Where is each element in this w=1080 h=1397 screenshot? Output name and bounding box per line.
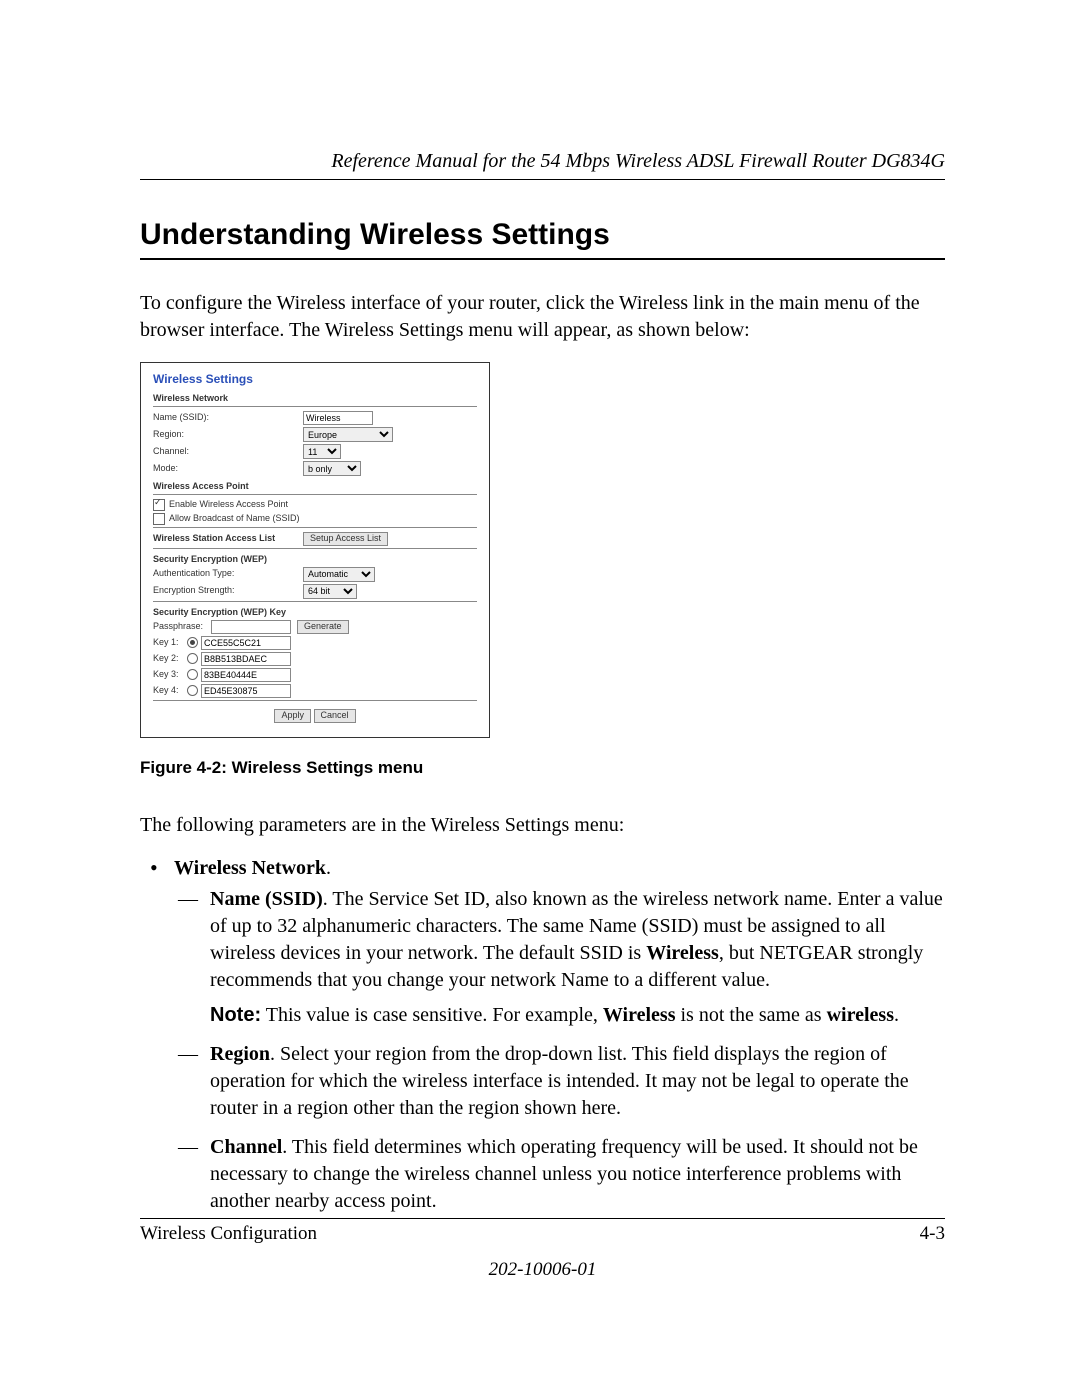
broadcast-label: Allow Broadcast of Name (SSID) <box>169 514 300 524</box>
panel-title: Wireless Settings <box>153 373 477 386</box>
key4-radio[interactable] <box>187 685 198 696</box>
cancel-button[interactable]: Cancel <box>314 709 356 723</box>
enable-ap-checkbox[interactable] <box>153 499 165 511</box>
ssid-label: Name (SSID): <box>153 413 303 423</box>
section-access-point: Wireless Access Point <box>153 482 477 492</box>
passphrase-label: Passphrase: <box>153 622 211 632</box>
enc-strength-label: Encryption Strength: <box>153 586 303 596</box>
footer-section: Wireless Configuration <box>140 1223 317 1245</box>
header-rule <box>140 179 945 180</box>
running-header: Reference Manual for the 54 Mbps Wireles… <box>140 150 945 173</box>
key2-input[interactable] <box>201 652 291 666</box>
key3-radio[interactable] <box>187 669 198 680</box>
sub-channel: Channel. This field determines which ope… <box>174 1134 945 1215</box>
section-rule <box>153 700 477 701</box>
generate-button[interactable]: Generate <box>297 620 349 634</box>
footer-rule <box>140 1218 945 1219</box>
key2-radio[interactable] <box>187 653 198 664</box>
section-wireless-network: Wireless Network <box>153 394 477 404</box>
section-rule <box>153 406 477 407</box>
wireless-settings-screenshot: Wireless Settings Wireless Network Name … <box>140 362 490 738</box>
ssid-input[interactable] <box>303 411 373 425</box>
key1-radio[interactable] <box>187 637 198 648</box>
page-title: Understanding Wireless Settings <box>140 218 945 252</box>
params-intro: The following parameters are in the Wire… <box>140 812 945 839</box>
enc-strength-select[interactable]: 64 bit <box>303 584 357 599</box>
setup-access-list-button[interactable]: Setup Access List <box>303 532 388 546</box>
auth-type-select[interactable]: Automatic <box>303 567 375 582</box>
section-station-list: Wireless Station Access List <box>153 534 303 544</box>
channel-label: Channel: <box>153 447 303 457</box>
broadcast-checkbox[interactable] <box>153 513 165 525</box>
intro-paragraph: To configure the Wireless interface of y… <box>140 290 945 344</box>
auth-type-label: Authentication Type: <box>153 569 303 579</box>
key4-input[interactable] <box>201 684 291 698</box>
region-select[interactable]: Europe <box>303 427 393 442</box>
section-wep-key: Security Encryption (WEP) Key <box>153 608 477 618</box>
sub-ssid: Name (SSID). The Service Set ID, also kn… <box>174 886 945 1029</box>
section-rule <box>153 548 477 549</box>
section-rule <box>153 601 477 602</box>
channel-select[interactable]: 11 <box>303 444 341 459</box>
mode-select[interactable]: b only <box>303 461 361 476</box>
key1-label: Key 1: <box>153 638 187 648</box>
mode-label: Mode: <box>153 464 303 474</box>
sub-region: Region. Select your region from the drop… <box>174 1041 945 1122</box>
key3-label: Key 3: <box>153 670 187 680</box>
figure-caption: Figure 4-2: Wireless Settings menu <box>140 758 945 778</box>
key1-input[interactable] <box>201 636 291 650</box>
region-label: Region: <box>153 430 303 440</box>
key2-label: Key 2: <box>153 654 187 664</box>
passphrase-input[interactable] <box>211 620 291 634</box>
section-rule <box>153 527 477 528</box>
section-wep: Security Encryption (WEP) <box>153 555 477 565</box>
key4-label: Key 4: <box>153 686 187 696</box>
title-rule <box>140 258 945 260</box>
bullet-wireless-network: Wireless Network. Name (SSID). The Servi… <box>140 857 945 1215</box>
key3-input[interactable] <box>201 668 291 682</box>
footer-docnum: 202-10006-01 <box>140 1259 945 1281</box>
section-rule <box>153 494 477 495</box>
enable-ap-label: Enable Wireless Access Point <box>169 500 288 510</box>
apply-button[interactable]: Apply <box>274 709 311 723</box>
footer-page: 4-3 <box>920 1223 945 1245</box>
